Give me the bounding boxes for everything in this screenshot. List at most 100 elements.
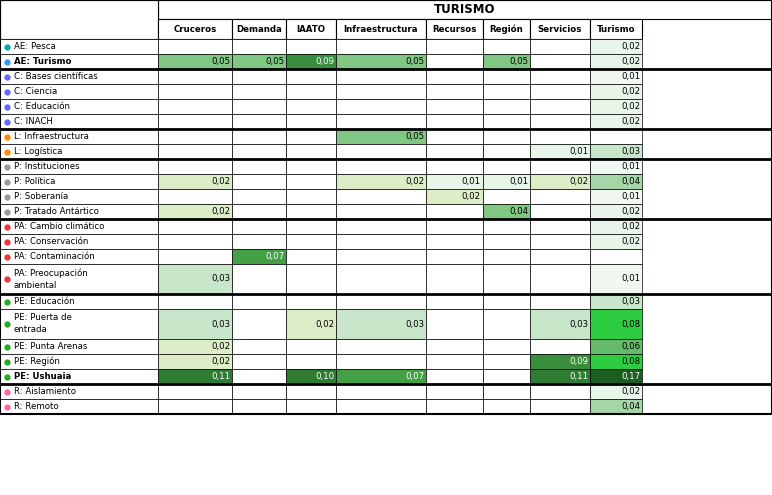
Bar	[426, 234, 483, 249]
Text: 0,02: 0,02	[621, 87, 640, 96]
Bar	[0, 189, 158, 204]
Bar	[426, 384, 483, 399]
Text: 0,02: 0,02	[462, 192, 481, 201]
Bar	[232, 129, 286, 144]
Text: Cruceros: Cruceros	[174, 24, 217, 34]
Bar	[426, 129, 483, 144]
Bar	[336, 234, 426, 249]
Bar	[483, 354, 530, 369]
Bar	[158, 354, 232, 369]
Bar	[483, 264, 530, 294]
Text: C: Educación: C: Educación	[14, 102, 70, 111]
Bar	[590, 264, 642, 294]
Bar	[232, 189, 286, 204]
Bar	[530, 264, 590, 294]
Bar	[426, 69, 483, 84]
Text: C: Bases científicas: C: Bases científicas	[14, 72, 98, 81]
Bar	[426, 264, 483, 294]
Bar	[0, 0, 158, 39]
Bar	[286, 309, 336, 339]
Bar	[483, 204, 530, 219]
Text: 0,09: 0,09	[569, 357, 588, 366]
Bar	[426, 249, 483, 264]
Bar	[232, 219, 286, 234]
Bar	[426, 219, 483, 234]
Text: 0,02: 0,02	[405, 177, 424, 186]
Bar	[286, 189, 336, 204]
Text: 0,05: 0,05	[211, 57, 230, 66]
Bar	[590, 54, 642, 69]
Bar	[232, 399, 286, 414]
Text: 0,01: 0,01	[621, 275, 640, 284]
Bar	[336, 339, 426, 354]
Bar	[530, 189, 590, 204]
Bar	[232, 249, 286, 264]
Bar	[483, 19, 530, 39]
Bar	[0, 339, 158, 354]
Text: Servicios: Servicios	[538, 24, 582, 34]
Bar	[530, 369, 590, 384]
Bar	[286, 384, 336, 399]
Bar	[483, 159, 530, 174]
Bar	[530, 84, 590, 99]
Bar	[483, 54, 530, 69]
Bar	[232, 204, 286, 219]
Text: 0,11: 0,11	[569, 372, 588, 381]
Bar	[158, 219, 232, 234]
Bar	[590, 69, 642, 84]
Text: 0,02: 0,02	[621, 102, 640, 111]
Text: C: INACH: C: INACH	[14, 117, 52, 126]
Bar	[286, 159, 336, 174]
Bar	[426, 54, 483, 69]
Bar	[232, 309, 286, 339]
Bar	[286, 219, 336, 234]
Bar	[483, 219, 530, 234]
Bar	[158, 339, 232, 354]
Text: 0,06: 0,06	[621, 342, 640, 351]
Bar	[158, 309, 232, 339]
Bar	[530, 129, 590, 144]
Bar	[158, 159, 232, 174]
Bar	[286, 99, 336, 114]
Text: IAATO: IAATO	[296, 24, 326, 34]
Text: R: Remoto: R: Remoto	[14, 402, 59, 411]
Text: 0,05: 0,05	[509, 57, 528, 66]
Text: 0,01: 0,01	[621, 162, 640, 171]
Bar	[232, 144, 286, 159]
Bar	[0, 54, 158, 69]
Text: 0,11: 0,11	[211, 372, 230, 381]
Bar	[530, 19, 590, 39]
Text: AE: Pesca: AE: Pesca	[14, 42, 56, 51]
Text: P: Política: P: Política	[14, 177, 56, 186]
Bar	[232, 369, 286, 384]
Bar	[0, 294, 158, 309]
Text: 0,03: 0,03	[211, 319, 230, 329]
Text: 0,02: 0,02	[211, 357, 230, 366]
Bar	[0, 0, 772, 414]
Text: 0,03: 0,03	[405, 319, 424, 329]
Bar	[286, 369, 336, 384]
Bar	[336, 219, 426, 234]
Text: 0,08: 0,08	[621, 319, 640, 329]
Text: 0,01: 0,01	[509, 177, 528, 186]
Bar	[530, 159, 590, 174]
Bar	[336, 369, 426, 384]
Text: C: Ciencia: C: Ciencia	[14, 87, 57, 96]
Bar	[232, 19, 286, 39]
Bar	[483, 234, 530, 249]
Bar	[0, 309, 158, 339]
Text: R: Aislamiento: R: Aislamiento	[14, 387, 76, 396]
Bar	[590, 339, 642, 354]
Bar	[336, 264, 426, 294]
Bar	[483, 84, 530, 99]
Bar	[530, 114, 590, 129]
Bar	[336, 69, 426, 84]
Bar	[530, 69, 590, 84]
Bar	[0, 99, 158, 114]
Text: Turismo: Turismo	[597, 24, 635, 34]
Text: 0,02: 0,02	[621, 222, 640, 231]
Text: 0,04: 0,04	[621, 177, 640, 186]
Bar	[426, 84, 483, 99]
Bar	[232, 39, 286, 54]
Text: Infraestructura: Infraestructura	[344, 24, 418, 34]
